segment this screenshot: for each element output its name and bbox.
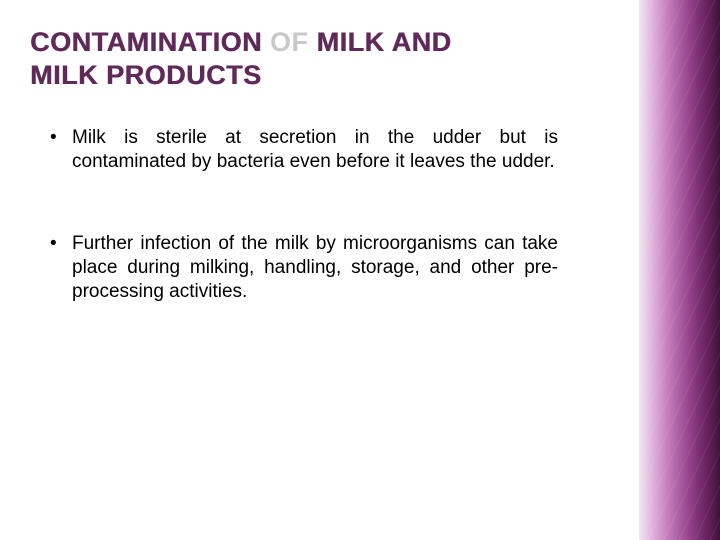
slide-container: CONTAMINATION OF MILK AND MILK PRODUCTS … — [0, 0, 720, 540]
list-item: Milk is sterile at secretion in the udde… — [48, 126, 558, 174]
bullet-list: Milk is sterile at secretion in the udde… — [48, 126, 558, 304]
list-item: Further infection of the milk by microor… — [48, 232, 558, 304]
title-seg-1: CONTAMINATION — [30, 27, 270, 57]
title-seg-2: OF — [270, 27, 317, 57]
accent-sidebar — [637, 0, 720, 540]
content-block: Milk is sterile at secretion in the udde… — [48, 126, 558, 362]
slide-title: CONTAMINATION OF MILK AND MILK PRODUCTS — [30, 26, 510, 92]
title-block: CONTAMINATION OF MILK AND MILK PRODUCTS — [30, 26, 510, 92]
